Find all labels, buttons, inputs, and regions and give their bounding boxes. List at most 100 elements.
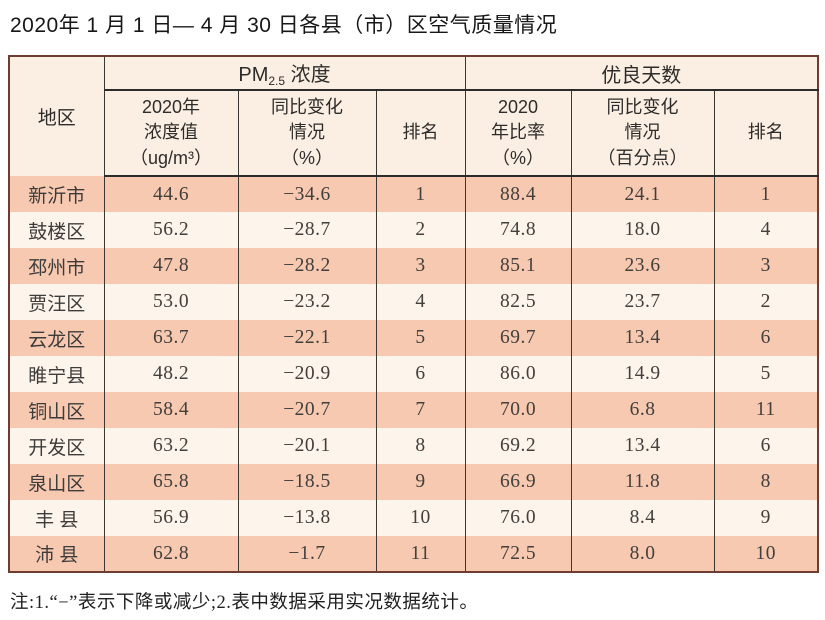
- days-change-cell: 8.0: [570, 536, 715, 572]
- pm-change-cell: −18.5: [237, 464, 376, 500]
- days-ratio-cell: 85.1: [464, 248, 572, 284]
- header-region: 地区: [8, 56, 104, 176]
- table-row: 新沂市 44.6 −34.6 1 88.4 24.1 1: [8, 176, 819, 212]
- pm-value-cell: 58.4: [103, 392, 238, 428]
- days-ratio-cell: 69.2: [464, 428, 572, 464]
- days-rank-cell: 5: [713, 356, 819, 392]
- pm-value-cell: 53.0: [103, 284, 238, 320]
- pm-change-cell: −34.6: [237, 176, 376, 212]
- pm-value-cell: 48.2: [103, 356, 238, 392]
- pm-change-cell: −23.2: [237, 284, 376, 320]
- days-ratio-cell: 86.0: [464, 356, 572, 392]
- days-ratio-cell: 88.4: [464, 176, 572, 212]
- header-pm-change: 同比变化 情况 （%）: [237, 90, 376, 177]
- header-days-change: 同比变化 情况 （百分点）: [570, 90, 715, 177]
- pm-rank-cell: 7: [375, 392, 466, 428]
- days-rank-cell: 8: [713, 464, 819, 500]
- pm-value-cell: 65.8: [103, 464, 238, 500]
- pm-value-cell: 62.8: [103, 536, 238, 572]
- pm-suffix-label: 浓度: [285, 64, 331, 86]
- table-row: 沛 县 62.8 −1.7 11 72.5 8.0 10: [8, 536, 819, 572]
- pm-rank-cell: 6: [375, 356, 466, 392]
- table-row: 开发区 63.2 −20.1 8 69.2 13.4 6: [8, 428, 819, 464]
- pm-value-cell: 56.2: [103, 212, 238, 248]
- header-days-rank: 排名: [713, 90, 819, 177]
- days-ratio-cell: 74.8: [464, 212, 572, 248]
- days-ratio-cell: 76.0: [464, 500, 572, 536]
- table-body: 新沂市 44.6 −34.6 1 88.4 24.1 1 鼓楼区 56.2 −28.7 2 74.8 1…: [8, 176, 819, 572]
- pm-change-cell: −22.1: [237, 320, 376, 356]
- days-ratio-cell: 72.5: [464, 536, 572, 572]
- days-rank-cell: 2: [713, 284, 819, 320]
- header-days-ratio: 2020 年比率 （%）: [464, 90, 572, 177]
- pm-rank-cell: 5: [375, 320, 466, 356]
- days-change-cell: 23.7: [570, 284, 715, 320]
- header-pm-rank: 排名: [375, 90, 466, 177]
- page-title: 2020年 1 月 1 日— 4 月 30 日各县（市）区空气质量情况: [10, 14, 558, 37]
- region-cell: 睢宁县: [8, 356, 104, 392]
- days-rank-cell: 6: [713, 320, 819, 356]
- pm-rank-cell: 10: [375, 500, 466, 536]
- days-change-cell: 23.6: [570, 248, 715, 284]
- footnote: 注:1.“−”表示下降或减少;2.表中数据采用实况数据统计。: [10, 593, 479, 613]
- days-change-cell: 13.4: [570, 320, 715, 356]
- pm-change-cell: −20.9: [237, 356, 376, 392]
- pm-change-cell: −20.1: [237, 428, 376, 464]
- days-change-cell: 24.1: [570, 176, 715, 212]
- pm-rank-cell: 8: [375, 428, 466, 464]
- days-change-cell: 8.4: [570, 500, 715, 536]
- pm-value-cell: 63.2: [103, 428, 238, 464]
- days-rank-cell: 1: [713, 176, 819, 212]
- pm-value-cell: 47.8: [103, 248, 238, 284]
- days-change-cell: 14.9: [570, 356, 715, 392]
- region-cell: 邳州市: [8, 248, 104, 284]
- table-row: 邳州市 47.8 −28.2 3 85.1 23.6 3: [8, 248, 819, 284]
- days-ratio-cell: 69.7: [464, 320, 572, 356]
- table-row: 贾汪区 53.0 −23.2 4 82.5 23.7 2: [8, 284, 819, 320]
- region-cell: 丰 县: [8, 500, 104, 536]
- region-cell: 云龙区: [8, 320, 104, 356]
- pm-change-cell: −13.8: [237, 500, 376, 536]
- region-cell: 开发区: [8, 428, 104, 464]
- pm-rank-cell: 1: [375, 176, 466, 212]
- air-quality-table: 地区 PM2.5 浓度 优良天数 2020年 浓度值 （ug/m³） 同比变化 …: [8, 55, 820, 573]
- days-ratio-cell: 70.0: [464, 392, 572, 428]
- region-cell: 新沂市: [8, 176, 104, 212]
- table-row: 铜山区 58.4 −20.7 7 70.0 6.8 11: [8, 392, 819, 428]
- table-row: 睢宁县 48.2 −20.9 6 86.0 14.9 5: [8, 356, 819, 392]
- pm-label: PM: [238, 64, 269, 86]
- days-ratio-cell: 82.5: [464, 284, 572, 320]
- days-rank-cell: 4: [713, 212, 819, 248]
- pm-value-cell: 63.7: [103, 320, 238, 356]
- header-sub-row: 2020年 浓度值 （ug/m³） 同比变化 情况 （%） 排名 2020 年比…: [9, 90, 819, 177]
- region-cell: 贾汪区: [8, 284, 104, 320]
- pm-value-cell: 44.6: [103, 176, 238, 212]
- pm-rank-cell: 11: [375, 536, 466, 572]
- pm-rank-cell: 4: [375, 284, 466, 320]
- region-cell: 鼓楼区: [8, 212, 104, 248]
- table-row: 鼓楼区 56.2 −28.7 2 74.8 18.0 4: [8, 212, 819, 248]
- pm-change-cell: −20.7: [237, 392, 376, 428]
- days-rank-cell: 11: [713, 392, 819, 428]
- region-cell: 铜山区: [8, 392, 104, 428]
- pm-subscript: 2.5: [268, 74, 286, 88]
- days-rank-cell: 10: [713, 536, 819, 572]
- table-row: 丰 县 56.9 −13.8 10 76.0 8.4 9: [8, 500, 819, 536]
- pm-change-cell: −28.2: [237, 248, 376, 284]
- days-change-cell: 13.4: [570, 428, 715, 464]
- region-cell: 沛 县: [8, 536, 104, 572]
- pm-rank-cell: 2: [375, 212, 466, 248]
- header-group-row: 地区 PM2.5 浓度 优良天数: [8, 56, 819, 176]
- pm-change-cell: −1.7: [237, 536, 376, 572]
- days-ratio-cell: 66.9: [464, 464, 572, 500]
- pm-change-cell: −28.7: [237, 212, 376, 248]
- region-cell: 泉山区: [8, 464, 104, 500]
- header-pm-group: PM2.5 浓度: [103, 56, 466, 91]
- pm-value-cell: 56.9: [103, 500, 238, 536]
- days-rank-cell: 6: [713, 428, 819, 464]
- days-rank-cell: 9: [713, 500, 819, 536]
- days-change-cell: 18.0: [570, 212, 715, 248]
- header-days-group: 优良天数: [464, 56, 819, 91]
- pm-rank-cell: 9: [375, 464, 466, 500]
- days-rank-cell: 3: [713, 248, 819, 284]
